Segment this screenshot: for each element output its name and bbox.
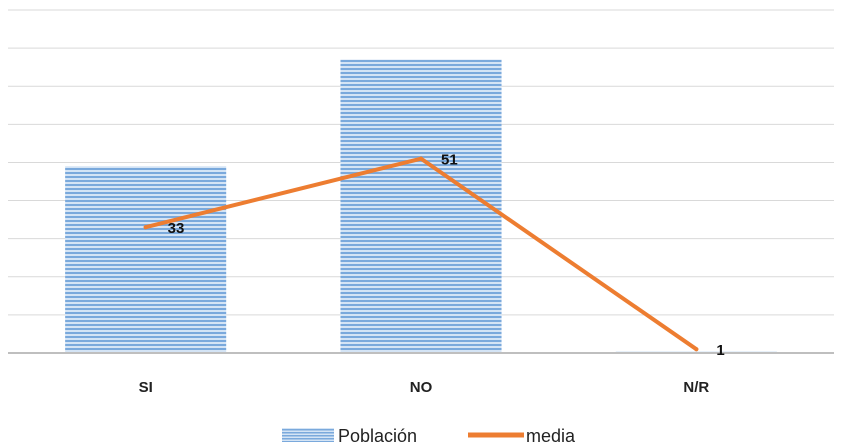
bar-si <box>65 166 227 353</box>
legend-label-media: media <box>526 426 576 446</box>
bar-series <box>65 59 777 354</box>
media-point <box>143 225 148 230</box>
data-labels: 33 51 1 <box>168 152 725 360</box>
x-tick-label: NO <box>410 379 433 396</box>
media-point <box>694 347 699 352</box>
data-label-media: 1 <box>716 342 724 359</box>
data-label-media: 33 <box>168 220 185 237</box>
x-axis-tick-labels: SI NO N/R <box>139 379 710 396</box>
legend: Población media <box>282 426 576 446</box>
legend-label-poblacion: Población <box>338 426 417 446</box>
bar-no <box>340 59 502 354</box>
media-point <box>419 156 423 161</box>
data-label-media: 51 <box>441 152 458 169</box>
line-series <box>143 156 699 352</box>
x-tick-label: SI <box>139 379 153 396</box>
x-tick-label: N/R <box>683 379 709 396</box>
legend-swatch-poblacion <box>282 428 334 442</box>
